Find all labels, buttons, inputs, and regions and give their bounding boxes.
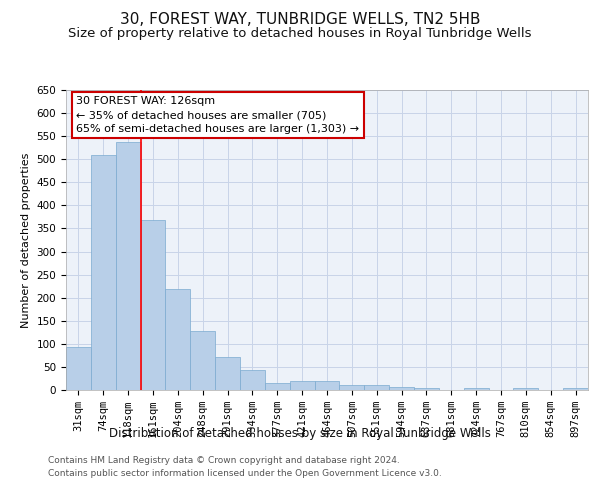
Bar <box>290 381 314 390</box>
Bar <box>215 357 240 390</box>
Bar <box>265 383 290 390</box>
Bar <box>140 220 166 390</box>
Bar <box>240 370 265 390</box>
Bar <box>314 381 340 390</box>
Bar <box>340 385 364 390</box>
Text: Contains HM Land Registry data © Crown copyright and database right 2024.: Contains HM Land Registry data © Crown c… <box>48 456 400 465</box>
Text: Contains public sector information licensed under the Open Government Licence v3: Contains public sector information licen… <box>48 468 442 477</box>
Bar <box>514 388 538 390</box>
Text: Size of property relative to detached houses in Royal Tunbridge Wells: Size of property relative to detached ho… <box>68 28 532 40</box>
Bar <box>66 347 91 390</box>
Bar <box>166 290 190 390</box>
Bar <box>464 388 488 390</box>
Text: Distribution of detached houses by size in Royal Tunbridge Wells: Distribution of detached houses by size … <box>109 428 491 440</box>
Bar <box>414 388 439 390</box>
Bar <box>116 142 140 390</box>
Bar <box>389 387 414 390</box>
Bar <box>91 154 116 390</box>
Bar <box>364 386 389 390</box>
Text: 30, FOREST WAY, TUNBRIDGE WELLS, TN2 5HB: 30, FOREST WAY, TUNBRIDGE WELLS, TN2 5HB <box>120 12 480 28</box>
Text: 30 FOREST WAY: 126sqm
← 35% of detached houses are smaller (705)
65% of semi-det: 30 FOREST WAY: 126sqm ← 35% of detached … <box>76 96 359 134</box>
Bar <box>563 388 588 390</box>
Bar <box>190 332 215 390</box>
Y-axis label: Number of detached properties: Number of detached properties <box>21 152 31 328</box>
